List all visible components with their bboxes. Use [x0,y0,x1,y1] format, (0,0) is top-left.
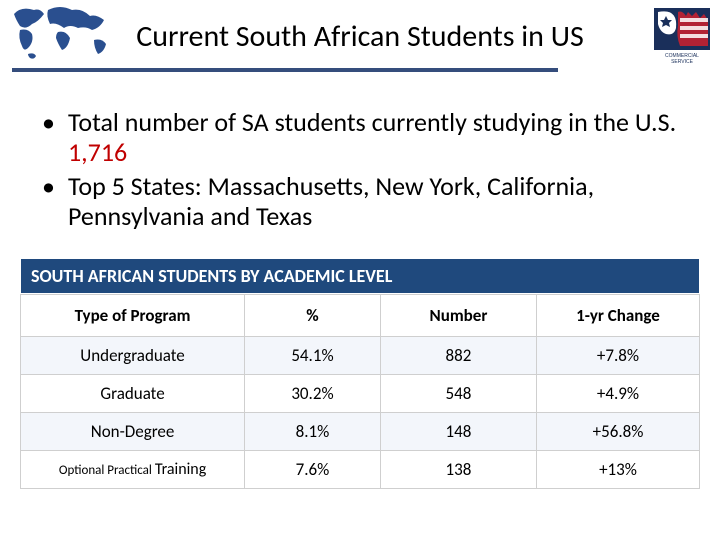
bullet-item: • Top 5 States: Massachusetts, New York,… [42,172,678,232]
col-header-pct: % [245,294,381,336]
cell-type-small: Optional Practical [59,463,152,478]
col-header-number: Number [380,294,536,336]
slide-header: Current South African Students in US COM… [0,0,720,78]
col-header-change: 1-yr Change [537,294,700,336]
bullet-marker: • [42,172,68,232]
bullet-text: Top 5 States: Massachusetts, New York, C… [68,172,678,232]
cell-number: 548 [380,374,536,412]
cell-type: Undergraduate [21,336,245,374]
cell-type: Optional Practical Training [21,450,245,488]
world-map-icon [6,0,116,64]
students-table: Type of Program % Number 1-yr Change Und… [20,294,700,489]
bullet-marker: • [42,108,68,168]
bullet-item: • Total number of SA students currently … [42,108,678,168]
cell-change: +7.8% [537,336,700,374]
cell-change: +4.9% [537,374,700,412]
table-title: SOUTH AFRICAN STUDENTS BY ACADEMIC LEVEL [20,258,700,294]
cell-type: Graduate [21,374,245,412]
us-commercial-service-logo: COMMERCIAL SERVICE [652,6,712,68]
cell-pct: 8.1% [245,412,381,450]
cell-change: +13% [537,450,700,488]
table-row: Non-Degree 8.1% 148 +56.8% [21,412,700,450]
col-header-type: Type of Program [21,294,245,336]
cell-type: Non-Degree [21,412,245,450]
bullet-text: Total number of SA students currently st… [68,108,678,168]
cell-number: 138 [380,450,536,488]
cell-number: 148 [380,412,536,450]
bullet-list: • Total number of SA students currently … [42,108,678,232]
table-header-row: Type of Program % Number 1-yr Change [21,294,700,336]
bullet-highlight: 1,716 [68,136,127,168]
cell-number: 882 [380,336,536,374]
cell-type-big: Training [155,460,206,479]
table-row: Graduate 30.2% 548 +4.9% [21,374,700,412]
table-row: Optional Practical Training 7.6% 138 +13… [21,450,700,488]
cell-pct: 30.2% [245,374,381,412]
cell-pct: 54.1% [245,336,381,374]
cell-pct: 7.6% [245,450,381,488]
table-row: Undergraduate 54.1% 882 +7.8% [21,336,700,374]
cell-change: +56.8% [537,412,700,450]
data-table-region: SOUTH AFRICAN STUDENTS BY ACADEMIC LEVEL… [20,258,700,489]
svg-text:SERVICE: SERVICE [671,59,694,65]
bullet-text-prefix: Total number of SA students currently st… [68,106,676,138]
title-underline [12,68,558,72]
